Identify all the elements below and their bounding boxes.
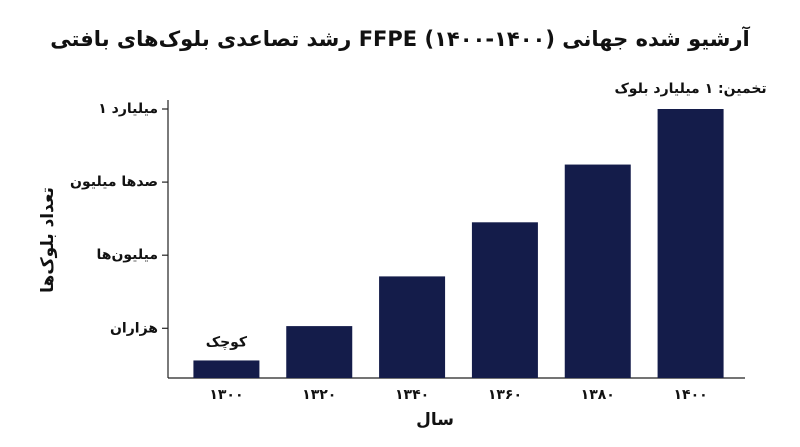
y-tick-label: هزاران xyxy=(110,320,158,336)
bar xyxy=(471,222,538,378)
y-axis-label: تعداد بلوک‌ها xyxy=(38,187,58,293)
x-tick-label: ۱۳۴۰ xyxy=(395,387,429,403)
x-tick-label: ۱۳۲۰ xyxy=(302,387,336,403)
x-axis-label: سال xyxy=(416,410,454,430)
x-tick-label: ۱۳۰۰ xyxy=(209,387,243,403)
y-tick-label: میلیون‌ها xyxy=(96,247,158,263)
annotation: تخمین: ۱ میلیارد بلوک xyxy=(614,81,766,97)
bar xyxy=(564,164,631,378)
bar xyxy=(657,109,724,378)
bar xyxy=(379,276,446,378)
y-tick-label: صدها میلیون xyxy=(70,174,158,190)
chart-title: رشد تصاعدی بلوک‌های بافتی FFPE آرشیو شده… xyxy=(50,26,750,51)
y-tick-label: ۱ میلیارد xyxy=(98,101,158,117)
bar xyxy=(193,360,260,378)
bar xyxy=(286,326,353,378)
x-tick-label: ۱۳۶۰ xyxy=(488,387,522,403)
x-tick-label: ۱۴۰۰ xyxy=(673,387,707,403)
annotation: کوچک xyxy=(206,334,248,350)
x-tick-label: ۱۳۸۰ xyxy=(581,387,615,403)
